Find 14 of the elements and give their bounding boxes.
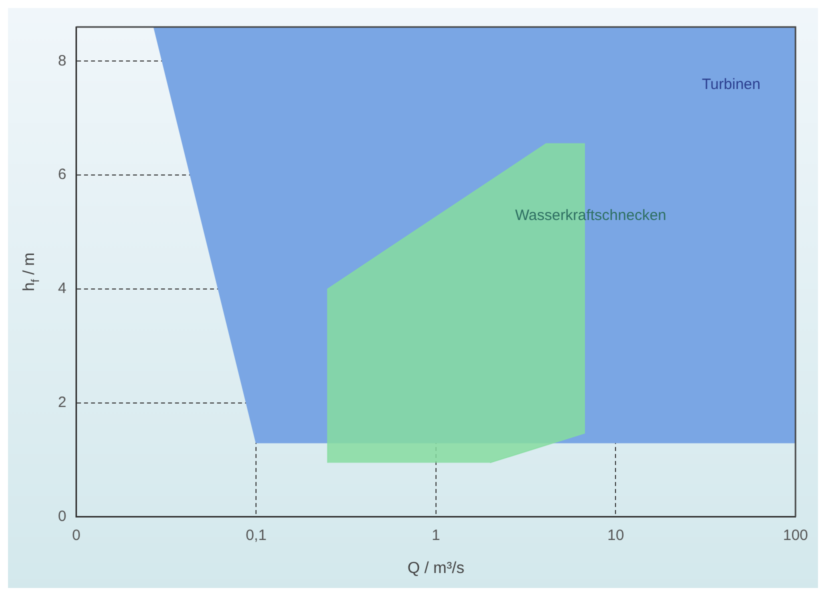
y-tick-label: 8 (58, 52, 66, 70)
x-tick-label: 10 (607, 526, 624, 544)
x-tick-label: 100 (782, 526, 808, 544)
y-tick-label: 4 (58, 280, 66, 298)
y-tick-label: 2 (58, 394, 66, 412)
x-tick-label: 1 (432, 526, 440, 544)
series-label: Wasserkraftschnecken (515, 206, 666, 224)
x-tick-label: 0,1 (246, 526, 267, 544)
y-axis-title: hf / m (21, 252, 42, 292)
series-label: Turbinen (702, 76, 760, 94)
x-axis-title: Q / m³/s (407, 560, 464, 577)
y-tick-label: 6 (58, 166, 66, 184)
x-tick-label: 0 (72, 526, 81, 544)
y-tick-label: 0 (58, 508, 66, 525)
